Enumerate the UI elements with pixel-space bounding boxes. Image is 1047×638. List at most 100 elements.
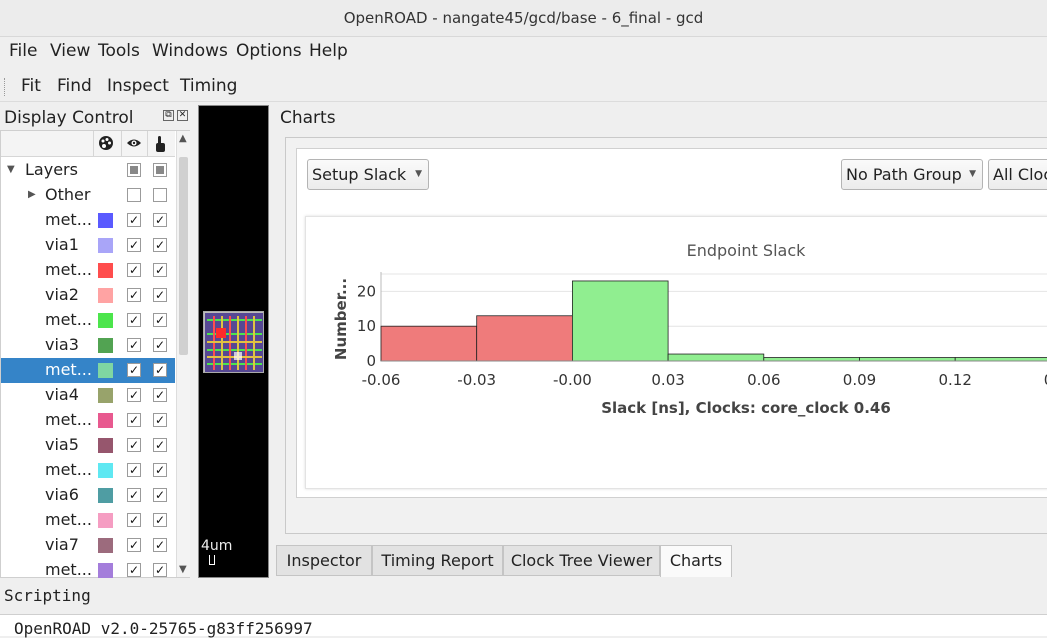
menu-file[interactable]: File (9, 41, 38, 61)
layer-row[interactable]: via7 ✓ ✓ (1, 533, 175, 558)
layer-visible-checkbox[interactable]: ✓ (127, 538, 141, 552)
layer-selectable-checkbox[interactable]: ✓ (153, 488, 167, 502)
layer-color-swatch[interactable] (98, 563, 113, 578)
tab-clock-tree-viewer[interactable]: Clock Tree Viewer (503, 545, 660, 576)
layer-selectable-checkbox[interactable]: ✓ (153, 388, 167, 402)
clock-select[interactable]: All Cloc (988, 159, 1047, 190)
layer-color-swatch[interactable] (98, 363, 113, 378)
scripting-console[interactable]: OpenROAD v2.0-25765-g83ff256997 (0, 614, 1047, 638)
menu-help[interactable]: Help (309, 41, 348, 61)
layer-row[interactable]: met... ✓ ✓ (1, 358, 175, 383)
layer-color-swatch[interactable] (98, 413, 113, 428)
layer-visible-checkbox[interactable]: ✓ (127, 413, 141, 427)
layer-visible-checkbox[interactable]: ✓ (127, 238, 141, 252)
layer-color-swatch[interactable] (98, 438, 113, 453)
layer-row[interactable]: via3 ✓ ✓ (1, 333, 175, 358)
layer-selectable-checkbox[interactable]: ✓ (153, 438, 167, 452)
layer-visible-checkbox[interactable]: ✓ (127, 213, 141, 227)
display-control-scrollbar[interactable]: ▲ ▼ (176, 131, 190, 577)
layer-row[interactable]: met... ✓ ✓ (1, 208, 175, 233)
other-visible-checkbox[interactable] (127, 188, 141, 202)
menu-windows[interactable]: Windows (152, 41, 228, 61)
float-icon[interactable]: ⧉ (163, 110, 174, 121)
close-icon[interactable]: ✕ (177, 110, 188, 121)
menu-view[interactable]: View (50, 41, 91, 61)
find-button[interactable]: Find (57, 76, 92, 96)
layer-label: via5 (45, 435, 79, 454)
layer-row[interactable]: met... ✓ ✓ (1, 258, 175, 283)
layer-row[interactable]: met... ✓ ✓ (1, 508, 175, 533)
layer-color-swatch[interactable] (98, 263, 113, 278)
layers-visible-checkbox[interactable] (127, 163, 141, 177)
chart-type-select[interactable]: Setup Slack ▼ (307, 159, 429, 190)
layer-visible-checkbox[interactable]: ✓ (127, 563, 141, 577)
layer-color-swatch[interactable] (98, 538, 113, 553)
layer-color-swatch[interactable] (98, 213, 113, 228)
layer-visible-checkbox[interactable]: ✓ (127, 313, 141, 327)
layer-visible-checkbox[interactable]: ✓ (127, 513, 141, 527)
other-group-row[interactable]: ▶ Other (1, 183, 175, 208)
layer-label: met... (45, 410, 92, 429)
layer-color-swatch[interactable] (98, 463, 113, 478)
layer-row[interactable]: met... ✓ ✓ (1, 408, 175, 433)
expand-arrow-icon[interactable]: ▶ (28, 189, 36, 200)
layer-visible-checkbox[interactable]: ✓ (127, 288, 141, 302)
path-group-select[interactable]: No Path Group ▼ (841, 159, 983, 190)
layer-visible-checkbox[interactable]: ✓ (127, 363, 141, 377)
layer-selectable-checkbox[interactable]: ✓ (153, 513, 167, 527)
layer-color-swatch[interactable] (98, 313, 113, 328)
layer-color-swatch[interactable] (98, 288, 113, 303)
menu-options[interactable]: Options (236, 41, 302, 61)
collapse-arrow-icon[interactable]: ▼ (7, 164, 15, 175)
layer-visible-checkbox[interactable]: ✓ (127, 488, 141, 502)
layer-color-swatch[interactable] (98, 488, 113, 503)
timing-button[interactable]: Timing (180, 76, 238, 96)
layer-selectable-checkbox[interactable]: ✓ (153, 263, 167, 277)
layer-visible-checkbox[interactable]: ✓ (127, 263, 141, 277)
layer-row[interactable]: via4 ✓ ✓ (1, 383, 175, 408)
layer-color-swatch[interactable] (98, 513, 113, 528)
tab-inspector[interactable]: Inspector (276, 545, 372, 576)
layer-selectable-checkbox[interactable]: ✓ (153, 538, 167, 552)
layer-selectable-checkbox[interactable]: ✓ (153, 363, 167, 377)
layer-color-swatch[interactable] (98, 388, 113, 403)
histogram-bar (571, 280, 669, 362)
layers-group-row[interactable]: ▼ Layers (1, 158, 175, 183)
layer-visible-checkbox[interactable]: ✓ (127, 438, 141, 452)
layer-selectable-checkbox[interactable]: ✓ (153, 213, 167, 227)
layer-row[interactable]: met... ✓ ✓ (1, 308, 175, 333)
scroll-down-icon[interactable]: ▼ (179, 564, 187, 575)
layer-selectable-checkbox[interactable]: ✓ (153, 463, 167, 477)
layout-viewer[interactable]: 4um (198, 105, 269, 578)
layer-selectable-checkbox[interactable]: ✓ (153, 413, 167, 427)
scroll-up-icon[interactable]: ▲ (179, 133, 187, 144)
layer-row[interactable]: via6 ✓ ✓ (1, 483, 175, 508)
layer-label: via4 (45, 385, 79, 404)
layer-row[interactable]: via2 ✓ ✓ (1, 283, 175, 308)
other-selectable-checkbox[interactable] (153, 188, 167, 202)
layer-selectable-checkbox[interactable]: ✓ (153, 313, 167, 327)
layer-visible-checkbox[interactable]: ✓ (127, 338, 141, 352)
layer-visible-checkbox[interactable]: ✓ (127, 388, 141, 402)
layer-color-swatch[interactable] (98, 238, 113, 253)
layers-selectable-checkbox[interactable] (153, 163, 167, 177)
layer-row[interactable]: via5 ✓ ✓ (1, 433, 175, 458)
tab-timing-report[interactable]: Timing Report (372, 545, 503, 576)
layer-row[interactable]: via1 ✓ ✓ (1, 233, 175, 258)
layer-selectable-checkbox[interactable]: ✓ (153, 338, 167, 352)
layer-selectable-checkbox[interactable]: ✓ (153, 563, 167, 577)
scrollbar-thumb[interactable] (179, 157, 188, 355)
layer-row[interactable]: met... ✓ ✓ (1, 558, 175, 583)
inspect-button[interactable]: Inspect (107, 76, 169, 96)
fit-button[interactable]: Fit (21, 76, 41, 96)
layer-row[interactable]: met... ✓ ✓ (1, 458, 175, 483)
x-tick-label: 0. (1044, 371, 1047, 389)
menu-tools[interactable]: Tools (98, 41, 140, 61)
toolbar-grip[interactable] (4, 78, 7, 96)
layer-selectable-checkbox[interactable]: ✓ (153, 288, 167, 302)
layer-selectable-checkbox[interactable]: ✓ (153, 238, 167, 252)
layer-visible-checkbox[interactable]: ✓ (127, 463, 141, 477)
chip-layout[interactable] (203, 311, 264, 373)
tab-charts[interactable]: Charts (660, 545, 732, 577)
layer-color-swatch[interactable] (98, 338, 113, 353)
